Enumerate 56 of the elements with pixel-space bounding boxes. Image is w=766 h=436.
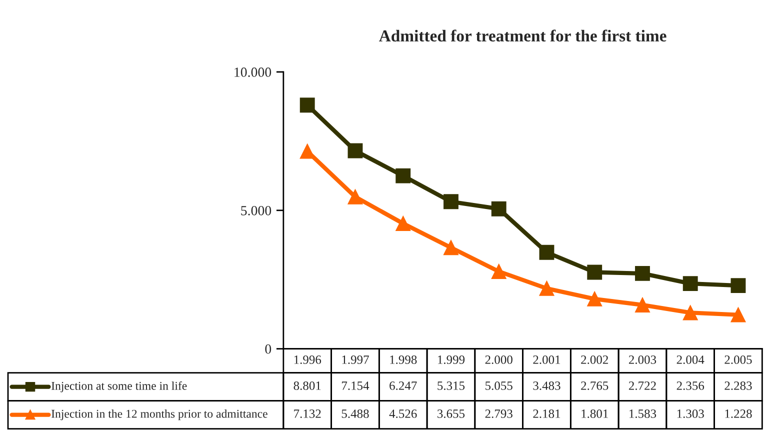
x-tick-label: 2.002: [581, 355, 608, 364]
x-tick-label: 1.996: [294, 356, 322, 364]
x-tick-label: 2.004: [676, 355, 704, 364]
data-label: 2.283: [724, 381, 752, 390]
data-label: 2.793: [485, 410, 512, 418]
data-label: 7.154: [342, 382, 370, 390]
point: [730, 278, 746, 294]
data-label: 5.488: [342, 409, 369, 418]
data-label: 2.181: [533, 409, 560, 418]
point: [491, 264, 506, 279]
chart-title: Admitted for treatment for the first time: [379, 30, 666, 42]
point: [635, 298, 650, 312]
point: [539, 280, 554, 296]
y-tick-label: 0: [265, 344, 272, 354]
y-tick-label: 5.000: [241, 206, 272, 216]
data-label: 1.303: [677, 409, 704, 418]
point: [682, 305, 698, 320]
legend-label: Injection in the 12 months prior to admittance: [52, 409, 268, 420]
point: [539, 244, 554, 260]
x-tick-label: 1.998: [390, 355, 417, 364]
data-label: 8.801: [294, 381, 321, 390]
data-label: 5.055: [486, 381, 512, 390]
data-label: 3.483: [533, 381, 560, 390]
y-tick-label: 10.000: [234, 68, 272, 77]
x-tick-label: 1.997: [342, 356, 369, 364]
data-label: 1.228: [725, 409, 752, 418]
point: [300, 144, 315, 159]
point: [587, 264, 602, 280]
data-label: 1.583: [630, 409, 656, 418]
data-label: 2.722: [628, 382, 656, 390]
x-tick-label: 2.003: [628, 355, 656, 364]
data-label: 2.356: [676, 382, 704, 390]
point: [396, 216, 411, 231]
point: [300, 98, 315, 113]
data-label: 6.247: [390, 382, 417, 390]
data-label: 2.765: [581, 382, 608, 390]
x-tick-label: 2.001: [533, 355, 560, 364]
data-label: 3.655: [438, 410, 465, 418]
data-label: 5.315: [438, 382, 465, 390]
data-label: 4.526: [389, 410, 417, 418]
point: [587, 291, 602, 306]
x-tick-label: 2.005: [724, 355, 752, 364]
x-tick-label: 2.000: [485, 355, 512, 364]
point: [730, 307, 746, 322]
point: [444, 194, 458, 210]
legend-label: Injection at some time in life: [52, 381, 187, 392]
point: [635, 266, 650, 281]
point: [682, 276, 698, 292]
point: [444, 240, 458, 256]
point: [348, 189, 363, 204]
x-tick-label: 1.999: [438, 356, 465, 364]
point: [396, 168, 411, 184]
data-label: 1.801: [582, 409, 608, 418]
data-label: 7.132: [294, 410, 321, 418]
point: [348, 143, 363, 158]
point: [491, 201, 506, 216]
